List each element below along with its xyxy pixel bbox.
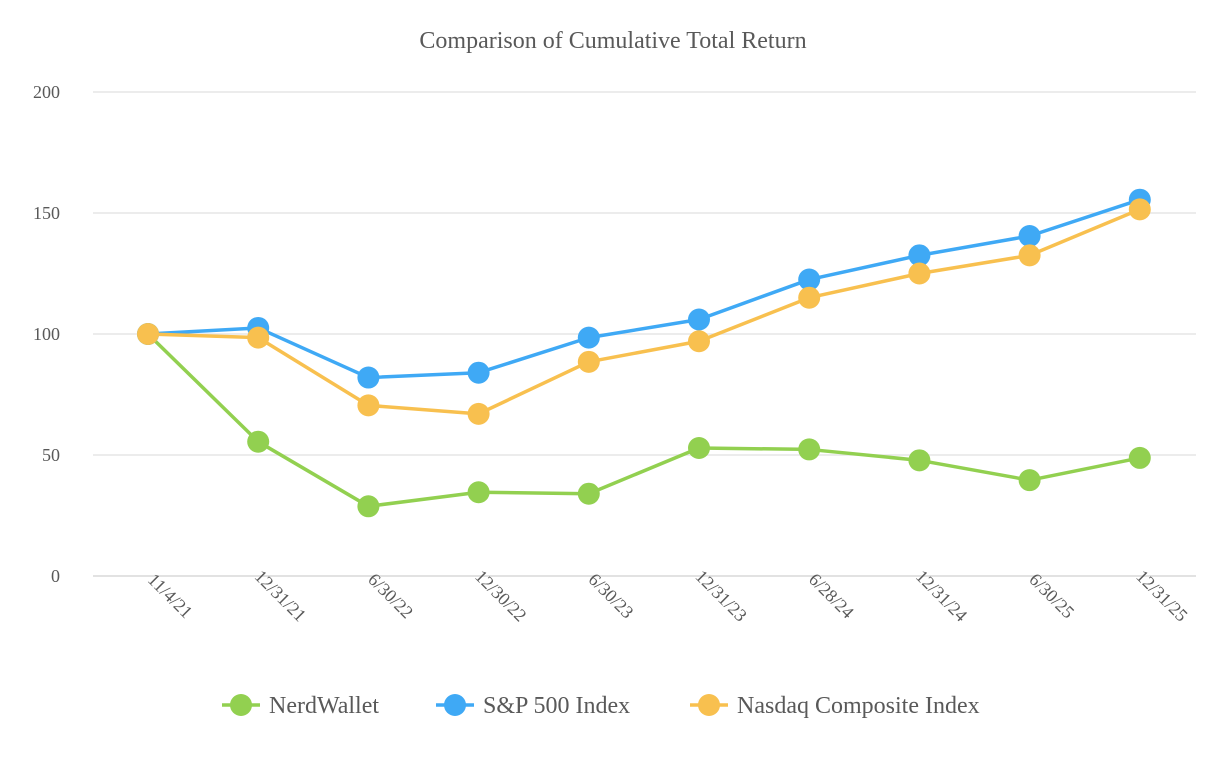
- data-point: [467, 481, 490, 504]
- data-point: [688, 330, 710, 353]
- data-point: [908, 262, 931, 285]
- data-point: [357, 394, 380, 417]
- series-2: [137, 198, 1151, 425]
- x-tick-label: 6/30/22: [364, 569, 417, 622]
- data-point: [688, 308, 710, 331]
- legend-swatch-marker: [444, 694, 466, 716]
- y-axis-ticks: 0 50 100 150 200: [33, 82, 60, 586]
- data-point: [1128, 198, 1151, 221]
- data-point: [467, 361, 490, 384]
- series-line: [147, 198, 1141, 380]
- y-tick-label: 150: [33, 203, 60, 223]
- legend-label: Nasdaq Composite Index: [737, 693, 980, 719]
- x-tick-label: 6/30/25: [1025, 569, 1078, 622]
- data-point: [357, 495, 380, 518]
- x-tick-label: 11/4/21: [144, 569, 197, 622]
- gridlines: [93, 91, 1196, 577]
- legend-swatch-marker: [698, 694, 720, 716]
- x-axis-ticks: 11/4/21 12/31/21 6/30/22 12/30/22 6/30/23 12/…: [144, 566, 1192, 625]
- data-point: [908, 449, 931, 472]
- x-tick-label: 12/31/25: [1132, 566, 1191, 625]
- series-line: [146, 332, 1141, 509]
- data-point: [137, 323, 159, 345]
- data-point: [1128, 446, 1151, 469]
- legend-label: S&P 500 Index: [483, 693, 630, 719]
- data-point: [577, 350, 600, 373]
- legend-item: Nasdaq Composite Index: [690, 693, 980, 719]
- legend-swatch-marker: [230, 694, 252, 716]
- y-tick-label: 100: [33, 324, 60, 344]
- legend-label: NerdWallet: [269, 693, 379, 719]
- data-point: [908, 244, 931, 267]
- x-tick-label: 12/31/23: [692, 566, 751, 625]
- data-point: [1018, 224, 1041, 247]
- data-point: [577, 482, 600, 505]
- data-point: [247, 326, 270, 349]
- x-tick-label: 12/30/22: [471, 566, 530, 625]
- series-line: [147, 207, 1141, 416]
- x-tick-label: 12/31/24: [912, 566, 971, 625]
- y-tick-label: 50: [42, 445, 60, 465]
- data-point: [798, 286, 821, 309]
- y-tick-label: 200: [33, 82, 60, 102]
- data-point: [1018, 469, 1041, 492]
- data-point: [357, 366, 380, 389]
- data-point: [798, 438, 821, 461]
- chart-title: Comparison of Cumulative Total Return: [419, 28, 806, 54]
- data-point: [688, 436, 710, 459]
- data-point: [467, 402, 490, 425]
- x-tick-label: 6/28/24: [805, 569, 858, 622]
- data-point: [798, 268, 821, 291]
- data-point: [577, 326, 600, 349]
- legend-item: NerdWallet: [222, 693, 379, 719]
- series-0: [137, 323, 1151, 518]
- data-point: [1018, 244, 1041, 267]
- legend-item: S&P 500 Index: [436, 693, 630, 719]
- series-lines: [137, 188, 1151, 518]
- legend: NerdWallet S&P 500 Index Nasdaq Composite …: [222, 693, 980, 719]
- y-tick-label: 0: [51, 566, 60, 586]
- x-tick-label: 6/30/23: [585, 569, 638, 622]
- x-tick-label: 12/31/21: [251, 566, 310, 625]
- data-point: [247, 430, 270, 453]
